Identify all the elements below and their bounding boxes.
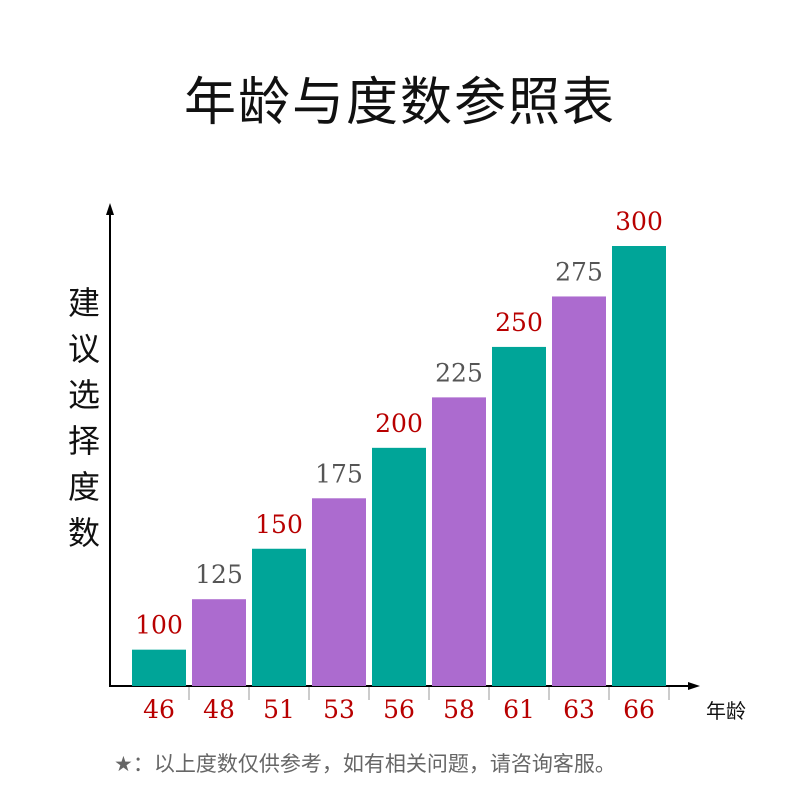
chart-title: 年龄与度数参照表 [183, 73, 616, 133]
data-label: 200 [375, 409, 423, 438]
x-axis-arrow [688, 682, 700, 690]
data-label: 225 [435, 358, 483, 387]
x-tick-label: 61 [503, 695, 535, 724]
data-label: 100 [135, 611, 183, 640]
y-axis-label-char: 度 [67, 468, 100, 506]
x-tick-label: 58 [443, 695, 475, 724]
data-label: 175 [315, 459, 363, 488]
bar [432, 397, 486, 686]
bar [372, 447, 426, 686]
bar [552, 296, 606, 686]
y-axis-arrow [106, 203, 114, 215]
y-axis-label-char: 建 [67, 284, 100, 322]
footnote: ★：以上度数仅供参考，如有相关问题，请咨询客服。 [114, 752, 616, 776]
bar [192, 599, 246, 686]
bar [612, 246, 666, 686]
bar [132, 649, 186, 686]
data-label: 300 [615, 207, 663, 236]
x-tick-label: 48 [203, 695, 235, 724]
bar [312, 498, 366, 686]
data-label: 250 [495, 308, 543, 337]
x-tick-label: 53 [323, 695, 355, 724]
y-axis-label-char: 选 [67, 376, 100, 414]
y-axis-label-char: 数 [67, 514, 100, 552]
y-axis-label-char: 议 [67, 330, 100, 368]
bar [252, 548, 306, 686]
data-label: 275 [555, 257, 603, 286]
x-tick-label: 56 [383, 695, 415, 724]
data-label: 150 [255, 510, 303, 539]
x-axis-label: 年龄 [706, 699, 746, 723]
x-tick-label: 46 [143, 695, 175, 724]
x-tick-label: 63 [563, 695, 595, 724]
x-tick-label: 51 [263, 695, 295, 724]
x-tick-label: 66 [623, 695, 655, 724]
y-axis-label-char: 择 [67, 422, 100, 460]
data-label: 125 [195, 560, 243, 589]
y-axis-label: 建议选择度数 [64, 280, 104, 556]
bar [492, 346, 546, 686]
